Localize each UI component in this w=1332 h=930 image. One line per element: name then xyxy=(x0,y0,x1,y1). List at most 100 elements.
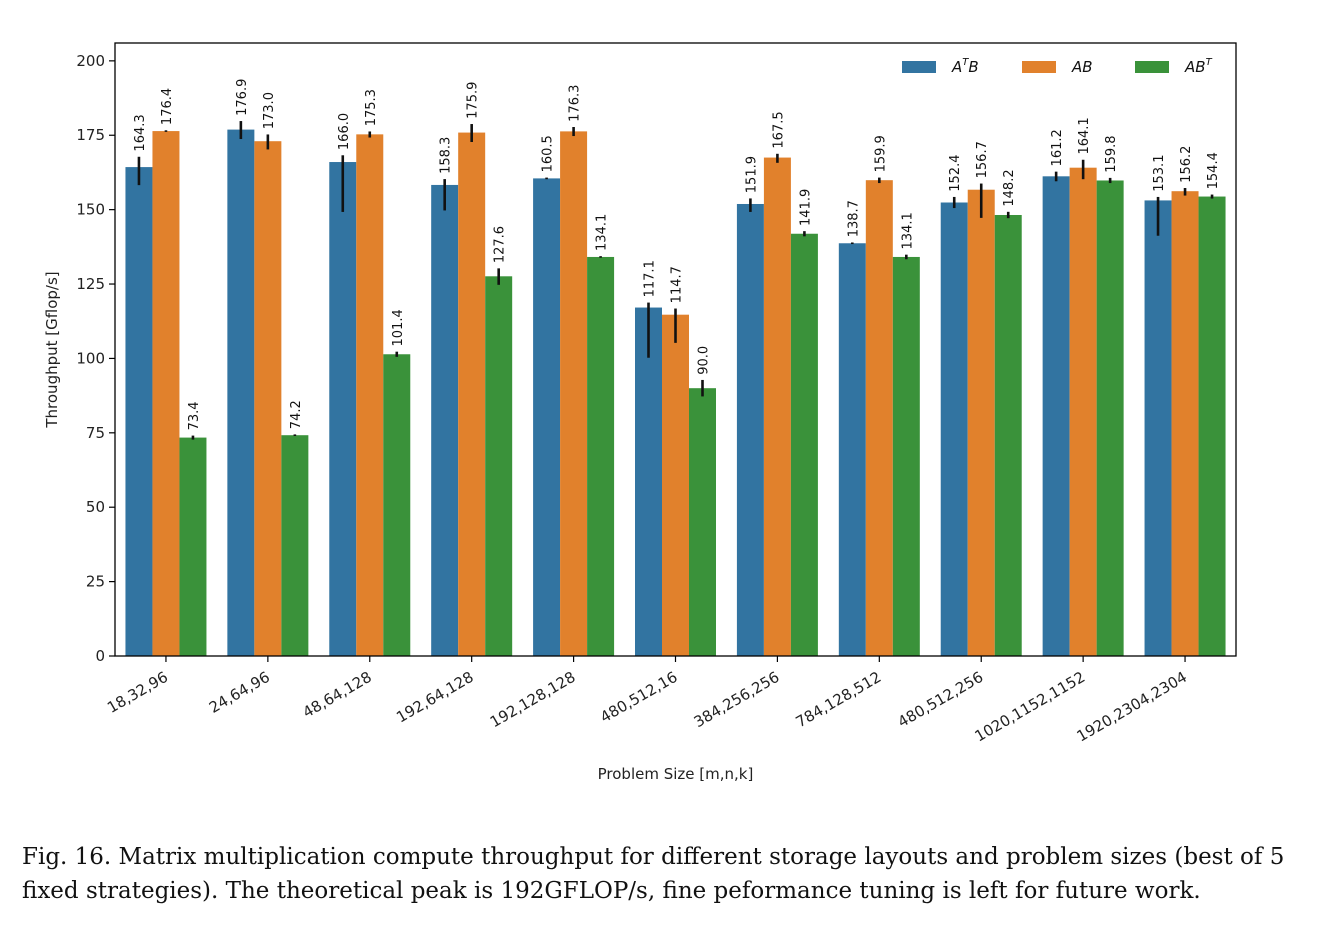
bar xyxy=(838,243,866,656)
bar xyxy=(356,134,384,656)
data-label: 73.4 xyxy=(187,401,202,430)
y-tick-label: 125 xyxy=(76,275,105,293)
bar xyxy=(125,167,153,656)
y-tick-label: 175 xyxy=(76,126,105,144)
bar xyxy=(994,214,1022,657)
data-label: 176.9 xyxy=(235,79,250,116)
y-tick-label: 75 xyxy=(86,424,105,442)
legend-swatch xyxy=(902,61,936,73)
bar xyxy=(1042,176,1070,656)
y-tick-label: 150 xyxy=(76,201,105,219)
x-tick-label: 1020,1152,1152 xyxy=(972,668,1088,746)
data-label: 90.0 xyxy=(697,346,712,375)
bar xyxy=(281,435,309,656)
x-tick-label: 48,64,128 xyxy=(300,668,375,722)
bar xyxy=(892,256,920,656)
data-label: 173.0 xyxy=(262,92,277,129)
x-tick-label: 1920,2304,2304 xyxy=(1074,668,1190,746)
legend-swatch xyxy=(1022,61,1056,73)
data-label: 175.9 xyxy=(466,82,481,119)
legend-label-tail: B xyxy=(968,58,978,76)
bar xyxy=(1144,200,1172,656)
bar xyxy=(662,314,689,656)
bar xyxy=(383,354,411,656)
bar xyxy=(635,307,662,656)
data-label: 156.7 xyxy=(975,141,990,178)
bar xyxy=(736,203,764,657)
bar xyxy=(533,178,561,656)
data-label: 167.5 xyxy=(771,111,786,148)
bar xyxy=(940,202,968,656)
data-label: 101.4 xyxy=(391,309,406,346)
bar xyxy=(1171,191,1199,656)
y-tick-label: 25 xyxy=(86,573,105,591)
data-label: 166.0 xyxy=(337,113,352,150)
data-label: 114.7 xyxy=(670,266,685,303)
bar xyxy=(560,131,588,656)
data-label: 152.4 xyxy=(948,155,963,192)
data-label: 127.6 xyxy=(493,226,508,263)
data-label: 158.3 xyxy=(439,137,454,174)
bar xyxy=(254,141,282,656)
data-label: 134.1 xyxy=(595,214,610,251)
data-label: 159.9 xyxy=(873,135,888,172)
data-label: 164.1 xyxy=(1077,117,1092,154)
data-label: 175.3 xyxy=(364,89,379,126)
x-tick-label: 784,128,512 xyxy=(793,668,885,731)
x-tick-label: 24,64,96 xyxy=(206,668,273,717)
bar xyxy=(179,437,207,656)
legend-label-main: A xyxy=(951,58,962,76)
legend: ATB AB ABT xyxy=(902,57,1213,76)
data-label: 176.3 xyxy=(568,85,583,122)
bar xyxy=(431,184,459,656)
x-tick-label: 480,512,256 xyxy=(895,668,987,731)
data-label: 159.8 xyxy=(1104,135,1119,172)
bar xyxy=(967,189,995,656)
bar xyxy=(152,131,180,657)
bar xyxy=(1096,180,1124,656)
x-tick-label: 384,256,256 xyxy=(691,668,783,731)
data-label: 153.1 xyxy=(1152,155,1167,192)
legend-label: AB xyxy=(1071,58,1093,76)
data-label: 138.7 xyxy=(846,200,861,237)
legend-label-main: AB xyxy=(1184,58,1206,76)
data-label: 161.2 xyxy=(1050,129,1065,166)
data-label: 148.2 xyxy=(1002,169,1017,206)
bar xyxy=(329,162,357,657)
y-tick-label: 100 xyxy=(76,349,105,367)
y-tick-label: 200 xyxy=(76,52,105,70)
data-label: 134.1 xyxy=(900,212,915,249)
bar xyxy=(763,157,791,656)
data-label: 164.3 xyxy=(133,114,148,151)
bar xyxy=(485,276,513,656)
x-tick-label: 192,64,128 xyxy=(393,668,476,727)
data-label: 151.9 xyxy=(744,156,759,193)
figure-caption: Fig. 16. Matrix multiplication compute t… xyxy=(22,844,1285,904)
bar xyxy=(1198,196,1226,656)
bar xyxy=(790,233,818,656)
x-tick-label: 192,128,128 xyxy=(487,668,579,731)
legend-label: ABT xyxy=(1184,57,1213,76)
legend-label-superscript: T xyxy=(1206,57,1213,68)
bar xyxy=(458,132,486,657)
data-label: 117.1 xyxy=(643,260,658,297)
data-label: 74.2 xyxy=(289,400,304,429)
legend-label: ATB xyxy=(951,57,979,76)
plot-frame xyxy=(114,42,1237,657)
y-tick-label: 50 xyxy=(86,498,105,516)
data-label: 154.4 xyxy=(1206,152,1221,189)
legend-label-main: AB xyxy=(1071,58,1093,76)
x-axis-title: Problem Size [m,n,k] xyxy=(598,765,754,783)
data-label: 156.2 xyxy=(1179,146,1194,183)
data-label: 160.5 xyxy=(541,135,556,172)
data-label: 141.9 xyxy=(798,189,813,226)
bar xyxy=(1069,167,1097,656)
bar xyxy=(865,180,893,656)
bar xyxy=(587,256,615,656)
x-tick-label: 480,512,16 xyxy=(597,668,680,727)
y-tick-label: 0 xyxy=(95,647,105,665)
data-label: 176.4 xyxy=(160,88,175,125)
bar xyxy=(689,388,716,656)
y-axis-title: Throughput [Gflop/s] xyxy=(43,271,61,428)
